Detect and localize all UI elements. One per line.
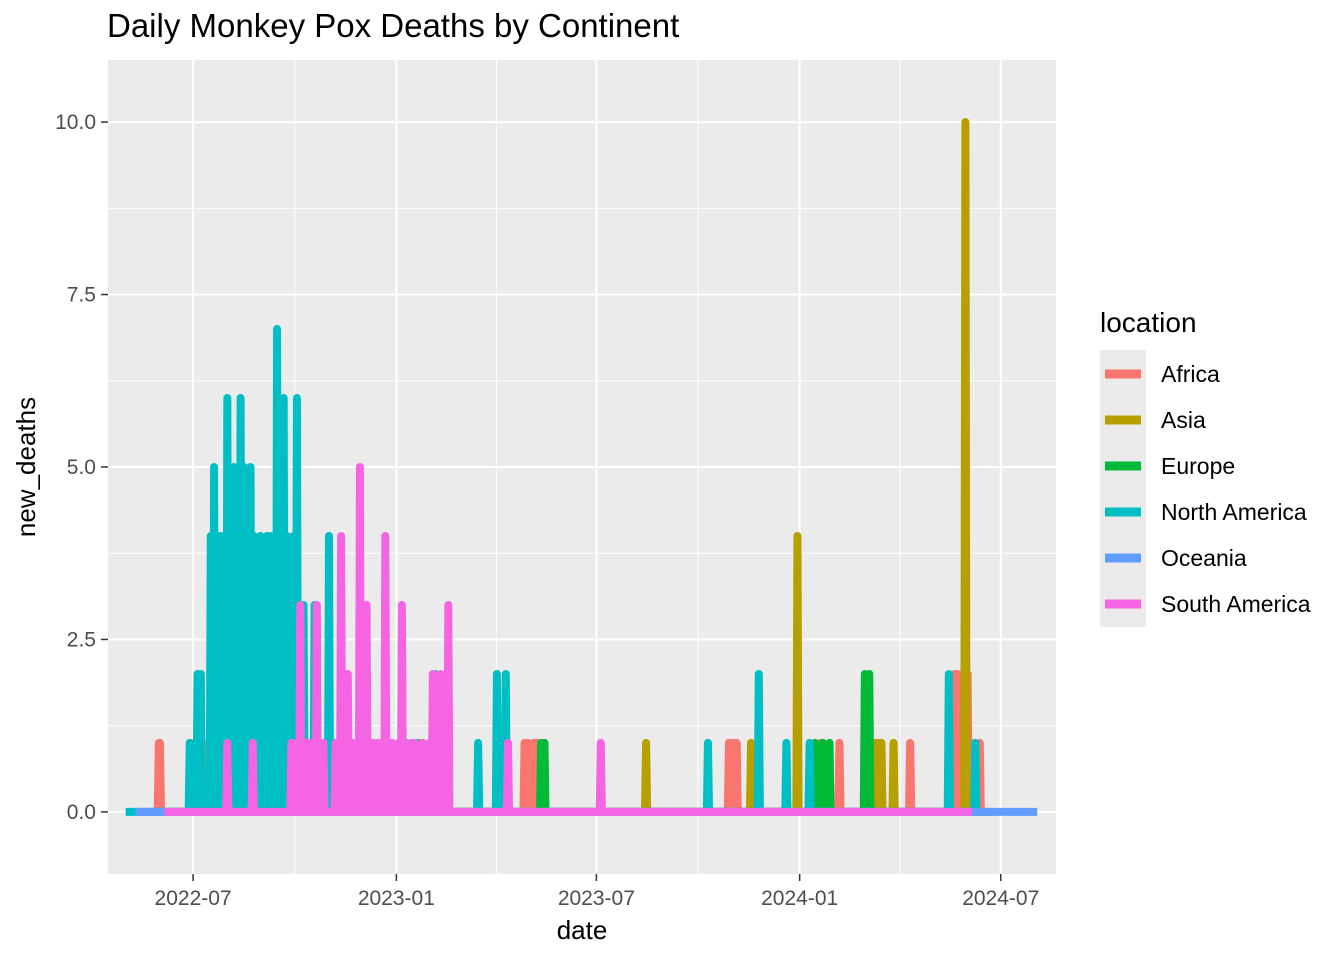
y-axis: 0.0 2.5 5.0 7.5 10.0 <box>55 111 108 824</box>
y-tick-label: 7.5 <box>67 284 96 307</box>
x-axis-title: date <box>557 915 608 945</box>
y-tick-label: 2.5 <box>67 628 96 651</box>
series-line-south-america <box>161 463 975 816</box>
x-tick-label: 2023-01 <box>358 887 435 910</box>
legend: location Africa Asia Europe North America Oc… <box>1100 307 1311 627</box>
legend-label: Europe <box>1161 453 1235 479</box>
legend-label: Africa <box>1161 361 1220 387</box>
chart-title: Daily Monkey Pox Deaths by Continent <box>107 7 679 44</box>
legend-label: South America <box>1161 591 1311 617</box>
legend-key-background <box>1100 350 1146 627</box>
x-tick-label: 2024-01 <box>761 887 838 910</box>
legend-label: Oceania <box>1161 545 1247 571</box>
legend-label: North America <box>1161 499 1307 525</box>
x-tick-label: 2022-07 <box>155 887 232 910</box>
legend-items: Africa Asia Europe North America Oceania Sout… <box>1100 350 1311 627</box>
legend-label: Asia <box>1161 407 1206 433</box>
legend-title: location <box>1100 307 1197 338</box>
series-layer <box>122 118 1041 816</box>
y-tick-label: 0.0 <box>67 801 96 824</box>
y-tick-label: 10.0 <box>55 111 96 134</box>
y-axis-title: new_deaths <box>11 397 41 537</box>
y-tick-label: 5.0 <box>67 456 96 479</box>
x-tick-label: 2024-07 <box>962 887 1039 910</box>
x-tick-label: 2023-07 <box>558 887 635 910</box>
x-axis: 2022-07 2023-01 2023-07 2024-01 2024-07 <box>155 874 1039 910</box>
